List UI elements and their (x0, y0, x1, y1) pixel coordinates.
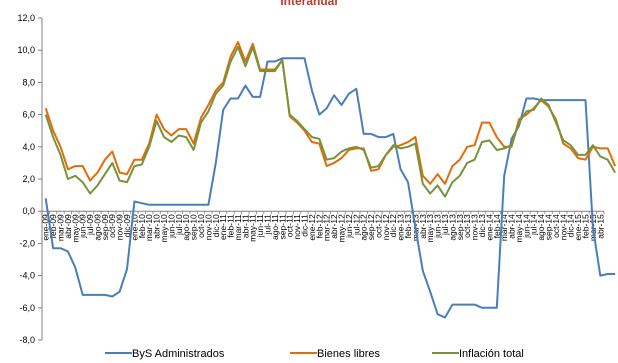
x-tick-label: oct-12 (373, 214, 383, 238)
legend-label-0: ByS Administrados (132, 348, 225, 360)
x-tick-label: feb-12 (314, 214, 324, 238)
x-tick-label: feb-14 (492, 214, 502, 238)
x-tick-label: jul-09 (85, 214, 95, 236)
x-tick-label: ago-11 (270, 214, 280, 240)
x-tick-label: jul-12 (351, 214, 361, 236)
x-tick-label: ene-13 (396, 214, 406, 241)
x-tick-label: abr-09 (63, 214, 73, 239)
x-tick-label: jul-14 (529, 214, 539, 236)
x-tick-label: feb-11 (226, 214, 236, 238)
x-tick-label: feb-15 (581, 214, 591, 238)
x-tick-label: sep-14 (544, 214, 554, 240)
y-tick-label: -6,0 (19, 303, 35, 313)
series-lines (44, 41, 617, 319)
x-tick-label: oct-11 (285, 214, 295, 237)
x-tick-label: jul-10 (174, 214, 184, 236)
chart-title: Interanual (280, 0, 337, 8)
series-line-1 (44, 41, 617, 185)
x-tick-label: ago-14 (536, 214, 546, 241)
x-tick-label: nov-09 (115, 214, 125, 240)
x-tick-label: sep-13 (455, 214, 465, 240)
y-tick-label: 10,0 (17, 45, 35, 55)
x-tick-label: may-09 (70, 214, 80, 243)
x-tick-label: ago-13 (447, 214, 457, 241)
x-tick-label: jun-11 (255, 214, 265, 238)
y-axis: -8,0 -6,0 -4,0 -2,0 0,0 2,0 4,0 6,0 8,0 10,0 12,0 (17, 13, 43, 345)
y-tick-label: -8,0 (19, 335, 35, 345)
x-tick-label: dic-09 (122, 214, 132, 237)
x-tick-label: oct-13 (462, 214, 472, 238)
x-tick-label: jun-12 (344, 214, 354, 239)
x-tick-label: oct-09 (107, 214, 117, 238)
x-tick-label: abr-15 (595, 214, 605, 239)
legend-label-1: Bienes libres (317, 348, 380, 360)
x-tick-label: abr-12 (329, 214, 339, 239)
x-tick-label: sep-09 (100, 214, 110, 240)
x-tick-label: jun-14 (521, 214, 531, 239)
y-tick-label: 6,0 (22, 110, 35, 120)
x-tick-label: may-11 (248, 214, 258, 242)
x-tick-label: sep-12 (366, 214, 376, 240)
y-tick-label: 4,0 (22, 142, 35, 152)
y-tick-label: 8,0 (22, 77, 35, 87)
x-tick-label: sep-11 (277, 214, 287, 240)
x-axis: ene-09feb-09mar-09abr-09may-09jun-09jul-… (41, 210, 605, 243)
x-tick-label: oct-14 (551, 214, 561, 238)
x-tick-label: ene-15 (573, 214, 583, 241)
x-tick-label: ago-12 (359, 214, 369, 241)
series-line-0 (44, 57, 616, 319)
x-tick-label: ago-10 (181, 214, 191, 241)
x-tick-label: oct-10 (196, 214, 206, 238)
y-tick-label: 2,0 (22, 174, 35, 184)
x-tick-label: feb-10 (137, 214, 147, 238)
x-tick-label: nov-11 (292, 214, 302, 240)
x-tick-label: ene-11 (218, 214, 228, 240)
x-tick-label: mar-09 (55, 214, 65, 241)
x-tick-label: jun-09 (78, 214, 88, 239)
x-tick-label: ene-10 (129, 214, 139, 241)
x-tick-label: ene-12 (307, 214, 317, 241)
x-tick-label: abr-13 (418, 214, 428, 239)
x-tick-label: nov-10 (203, 214, 213, 240)
x-tick-label: dic-10 (211, 214, 221, 237)
x-tick-label: feb-13 (403, 214, 413, 238)
x-tick-label: abr-10 (152, 214, 162, 239)
x-tick-label: may-13 (425, 214, 435, 243)
x-tick-label: abr-14 (507, 214, 517, 239)
x-tick-label: may-14 (514, 214, 524, 243)
x-tick-label: feb-09 (48, 214, 58, 238)
x-tick-label: dic-14 (566, 214, 576, 237)
x-tick-label: dic-12 (388, 214, 398, 237)
legend-label-2: Inflación total (459, 348, 524, 360)
series-line-2 (44, 46, 616, 198)
x-tick-label: may-12 (336, 214, 346, 243)
legend: ByS Administrados Bienes libres Inflación … (105, 348, 524, 360)
x-tick-label: mar-14 (499, 214, 509, 241)
y-tick-label: -4,0 (19, 271, 35, 281)
x-tick-label: ene-09 (41, 214, 51, 241)
x-tick-label: abr-11 (240, 214, 250, 238)
x-tick-label: jul-11 (263, 214, 273, 235)
x-tick-label: jun-10 (166, 214, 176, 239)
x-tick-label: may-10 (159, 214, 169, 243)
x-tick-label: ago-09 (92, 214, 102, 241)
y-tick-label: 12,0 (17, 13, 35, 23)
x-tick-label: mar-11 (233, 214, 243, 241)
y-tick-label: 0,0 (22, 206, 35, 216)
x-tick-label: mar-12 (322, 214, 332, 241)
x-tick-label: sep-10 (189, 214, 199, 240)
x-tick-label: dic-13 (477, 214, 487, 237)
y-tick-label: -2,0 (19, 238, 35, 248)
x-tick-label: jul-13 (440, 214, 450, 236)
x-tick-label: nov-13 (470, 214, 480, 240)
x-tick-label: jun-13 (433, 214, 443, 239)
x-tick-label: mar-10 (144, 214, 154, 241)
x-tick-label: dic-11 (300, 214, 310, 237)
x-tick-label: ene-14 (484, 214, 494, 241)
x-tick-label: nov-14 (558, 214, 568, 240)
x-tick-label: nov-12 (381, 214, 391, 240)
